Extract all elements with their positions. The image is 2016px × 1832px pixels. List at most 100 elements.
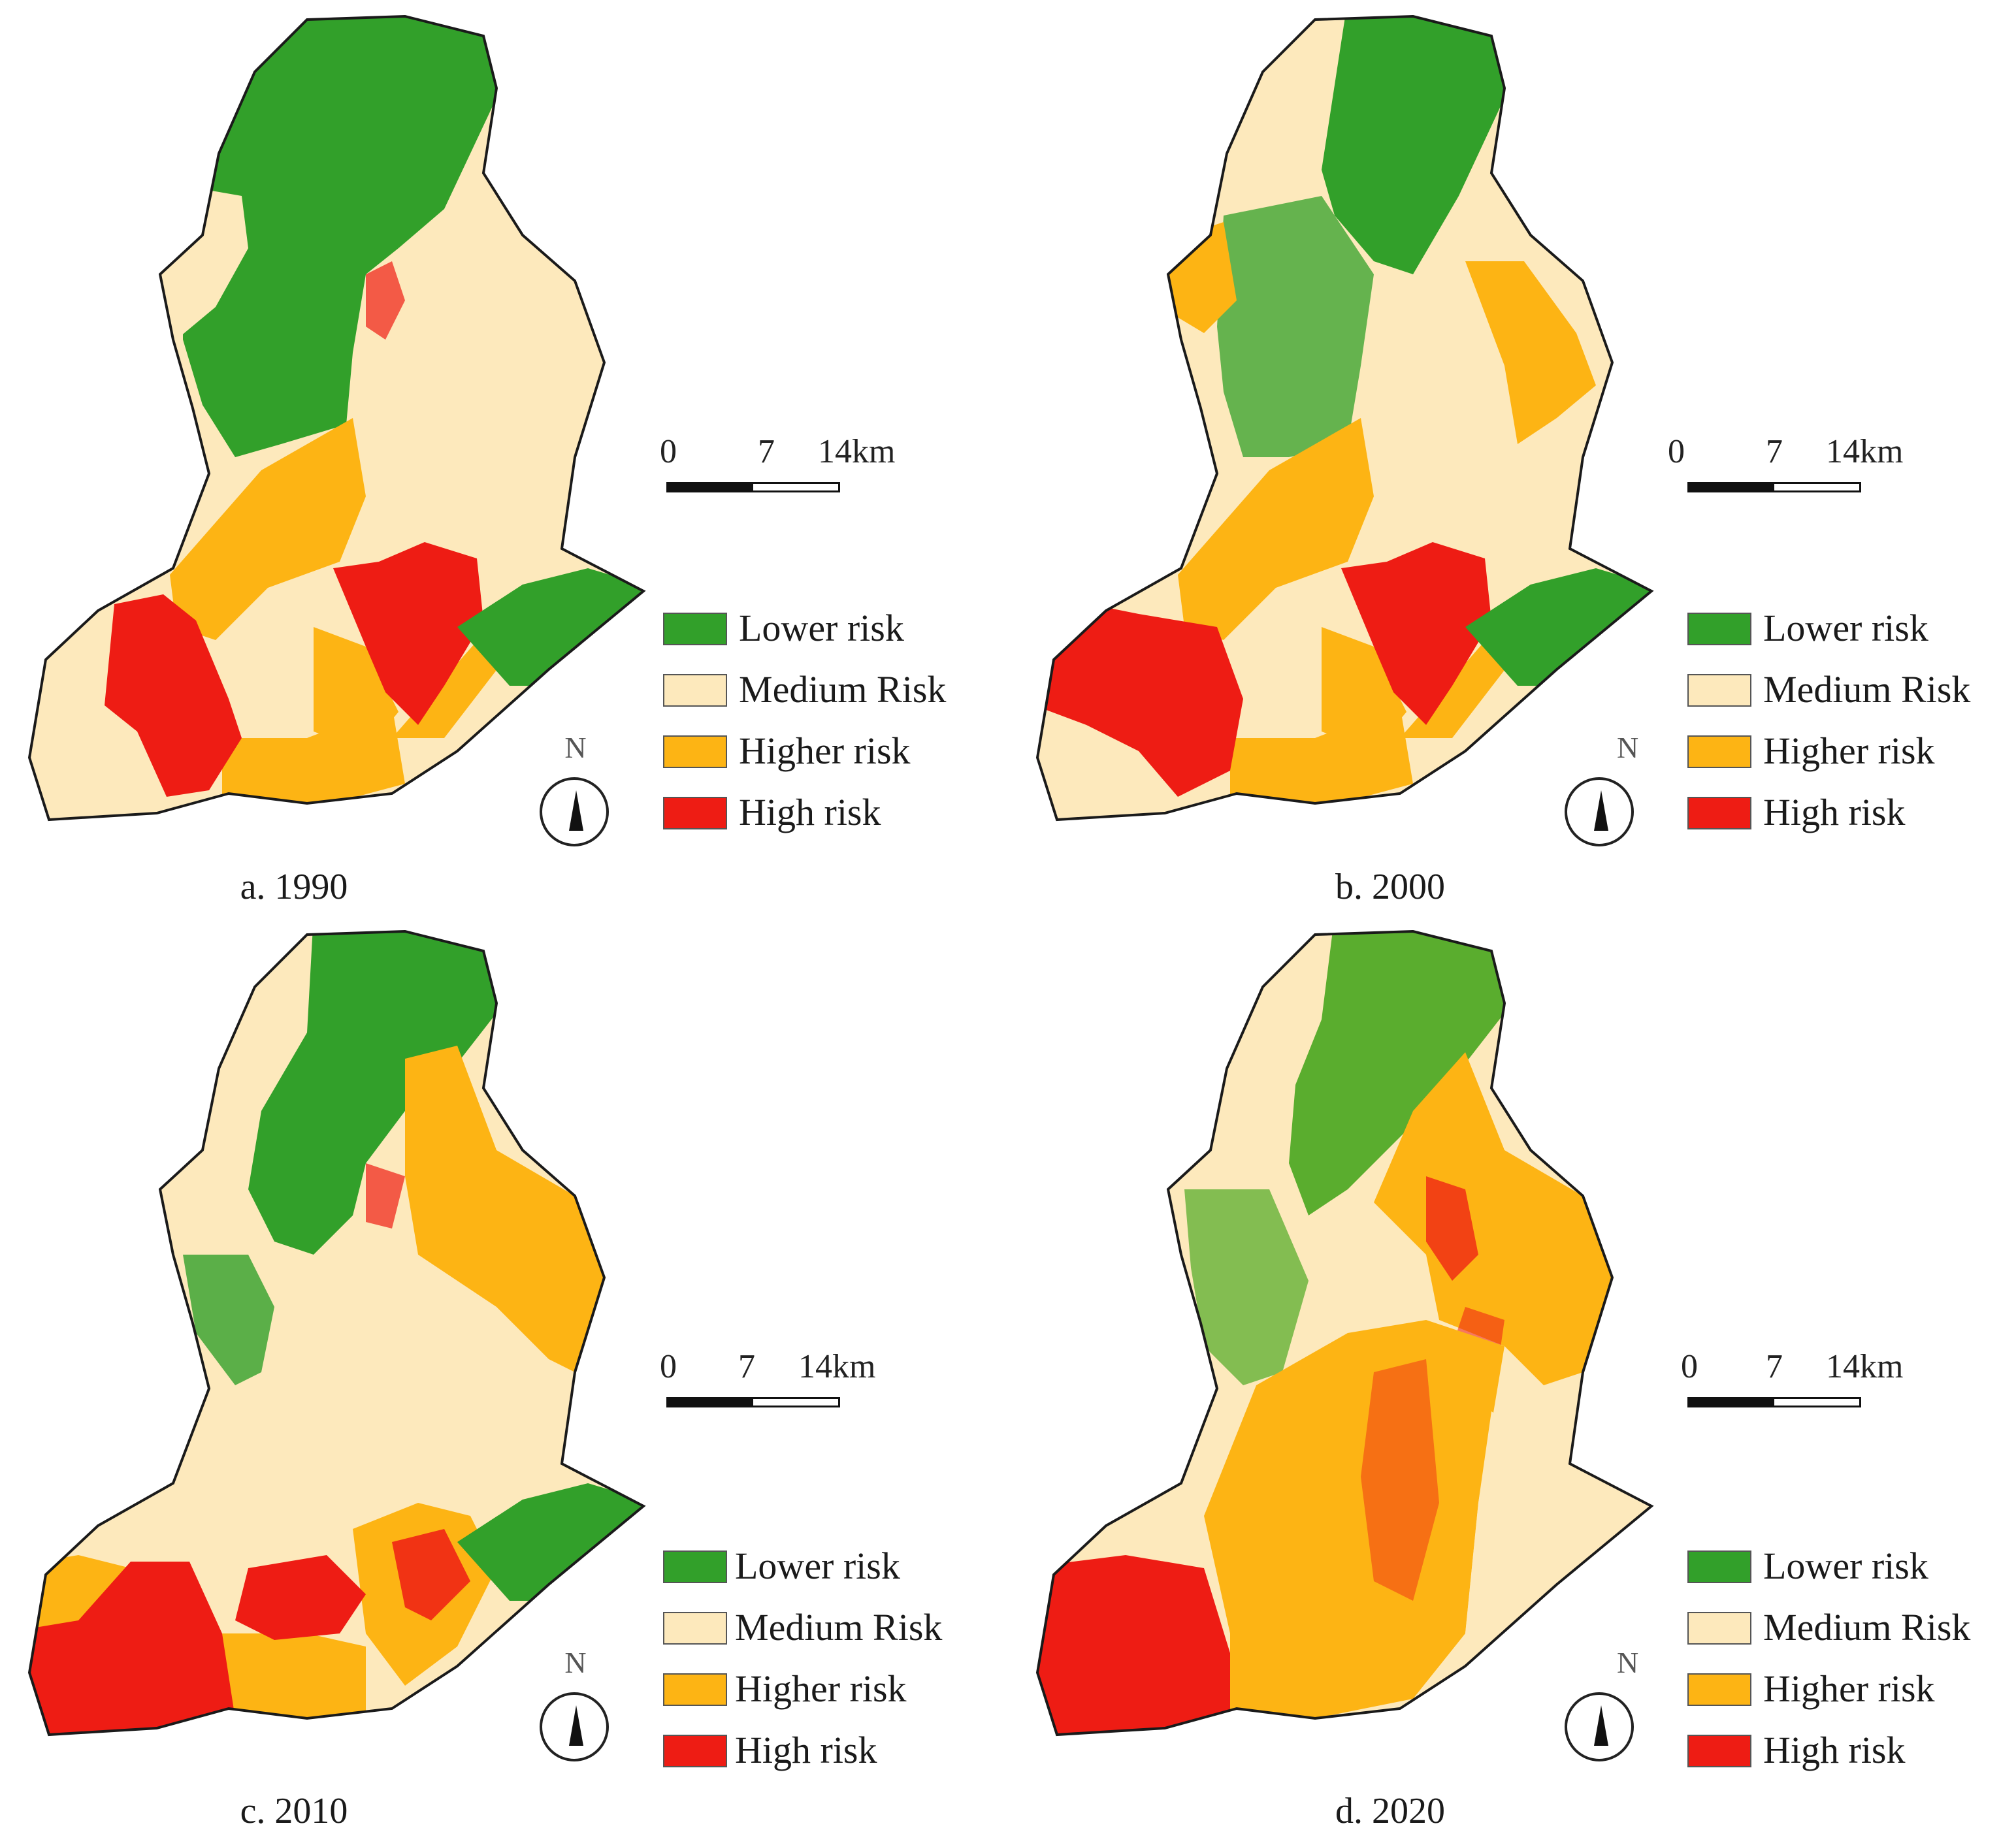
- arrow-up-icon: [1594, 1705, 1608, 1746]
- lower-risk-area: [1289, 931, 1504, 1215]
- risk-map-1990: [27, 14, 646, 822]
- panel-caption: a. 1990: [240, 867, 348, 907]
- scale-label-14km: 14km: [818, 433, 896, 470]
- higher-risk-area: [1204, 1320, 1504, 1718]
- north-label: N: [564, 1646, 587, 1679]
- map-panel-1990: 0 7 14km N Lower risk Medium Risk Higher…: [0, 0, 1008, 915]
- high-risk-area: [1037, 1555, 1230, 1735]
- scale-label-7: 7: [1766, 1348, 1783, 1385]
- swatch-high: [1687, 797, 1751, 829]
- swatch-medium: [663, 1612, 727, 1645]
- legend-label: High risk: [1763, 791, 1906, 833]
- swatch-higher: [1687, 735, 1751, 768]
- region-boundary: [1035, 929, 1654, 1737]
- lower-risk-area: [1184, 1189, 1309, 1385]
- legend-label: Higher risk: [739, 730, 911, 772]
- swatch-high: [663, 797, 727, 829]
- high-risk-area: [235, 1555, 366, 1640]
- higher-risk-area: [1322, 627, 1406, 751]
- scale-bar: [666, 1397, 840, 1407]
- high-risk-area: [333, 542, 483, 725]
- risk-map-2020: [1035, 929, 1654, 1737]
- scale-bar: [666, 482, 840, 492]
- map-panel-2020: 0 7 14km N Lower risk Medium Risk Higher…: [1008, 915, 2016, 1831]
- scale-label-7: 7: [758, 433, 775, 470]
- high-risk-area: [1361, 1359, 1439, 1601]
- swatch-higher: [1687, 1673, 1751, 1706]
- high-risk-area: [105, 594, 242, 797]
- lower-risk-area: [1322, 16, 1504, 274]
- region-boundary: [27, 14, 646, 822]
- lower-risk-area: [183, 16, 496, 457]
- scale-label-14km: 14km: [1826, 1348, 1904, 1385]
- swatch-higher: [663, 1673, 727, 1706]
- region-boundary: [1035, 14, 1654, 822]
- high-risk-area: [1426, 1176, 1478, 1281]
- legend-label: Medium Risk: [1763, 668, 1971, 711]
- swatch-high: [663, 1735, 727, 1767]
- high-risk-area: [366, 261, 405, 340]
- higher-risk-area: [170, 418, 366, 640]
- higher-risk-area: [222, 1633, 366, 1725]
- scale-label-0: 0: [660, 1348, 677, 1385]
- high-risk-area: [392, 1529, 470, 1620]
- high-risk-area: [29, 1562, 235, 1735]
- swatch-higher: [663, 735, 727, 768]
- panel-caption: b. 2000: [1335, 867, 1445, 907]
- region-boundary: [27, 929, 646, 1737]
- higher-risk-area: [1465, 261, 1596, 444]
- swatch-medium: [1687, 674, 1751, 707]
- legend-label: High risk: [739, 791, 881, 833]
- compass-icon: [1565, 1692, 1634, 1761]
- swatch-lower: [1687, 613, 1751, 645]
- high-risk-area: [1341, 542, 1491, 725]
- legend-label: Higher risk: [735, 1667, 907, 1710]
- swatch-medium: [1687, 1612, 1751, 1645]
- legend-label: Lower risk: [735, 1545, 900, 1587]
- swatch-lower: [1687, 1551, 1751, 1583]
- north-arrow: N: [1565, 730, 1638, 852]
- high-risk-area: [366, 1163, 405, 1229]
- higher-risk-area: [1178, 418, 1374, 640]
- map-panel-2000: 0 7 14km N Lower risk Medium Risk Higher…: [1008, 0, 2016, 915]
- legend-label: Higher risk: [1763, 1667, 1935, 1710]
- scale-bar: [1687, 1397, 1861, 1407]
- panel-caption: d. 2020: [1335, 1791, 1445, 1831]
- swatch-lower: [663, 1551, 727, 1583]
- map-panel-2010: 0 7 14km N Lower risk Medium Risk Higher…: [0, 915, 1008, 1831]
- higher-risk-area: [1374, 1052, 1612, 1385]
- north-label: N: [1617, 1646, 1639, 1679]
- risk-map-2010: [27, 929, 646, 1737]
- legend-label: Lower risk: [1763, 1545, 1928, 1587]
- panel-caption: c. 2010: [240, 1791, 348, 1831]
- arrow-up-icon: [569, 1705, 583, 1746]
- north-label: N: [564, 731, 587, 764]
- scale-bar: [1687, 482, 1861, 492]
- higher-risk-area: [405, 1046, 604, 1372]
- scale-label-0: 0: [1668, 433, 1685, 470]
- legend-label: High risk: [735, 1729, 877, 1771]
- lower-risk-area: [183, 1255, 274, 1385]
- north-arrow: N: [540, 1645, 611, 1767]
- scale-label-7: 7: [738, 1348, 755, 1385]
- north-arrow: N: [1565, 1645, 1638, 1767]
- scale-label-0: 0: [660, 433, 677, 470]
- north-label: N: [1617, 731, 1639, 764]
- compass-icon: [540, 1692, 609, 1761]
- legend-label: Higher risk: [1763, 730, 1935, 772]
- lower-risk-area: [1217, 196, 1374, 457]
- scale-label-0: 0: [1681, 1348, 1698, 1385]
- legend-label: Medium Risk: [739, 668, 947, 711]
- scale-label-14km: 14km: [798, 1348, 876, 1385]
- scale-label-14km: 14km: [1826, 433, 1904, 470]
- scale-label-7: 7: [1766, 433, 1783, 470]
- legend-label: Lower risk: [739, 607, 904, 649]
- risk-map-2000: [1035, 14, 1654, 822]
- legend-label: High risk: [1763, 1729, 1906, 1771]
- arrow-up-icon: [569, 790, 583, 831]
- swatch-high: [1687, 1735, 1751, 1767]
- swatch-medium: [663, 674, 727, 707]
- lower-risk-area: [248, 931, 496, 1255]
- swatch-lower: [663, 613, 727, 645]
- compass-icon: [540, 777, 609, 846]
